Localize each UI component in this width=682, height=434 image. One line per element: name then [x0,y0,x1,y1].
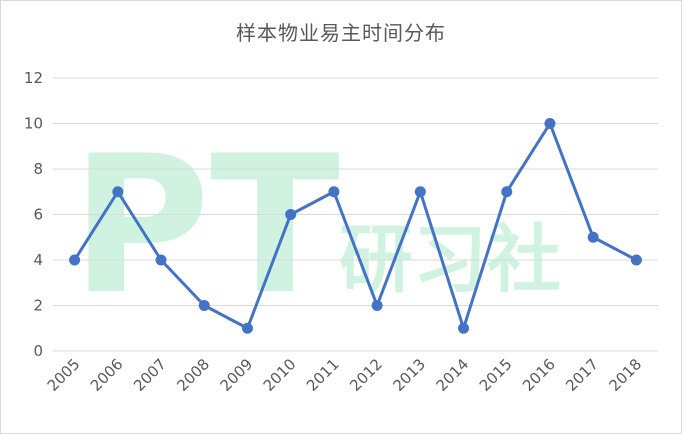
x-tick-label: 2008 [173,355,213,395]
x-tick-label: 2014 [433,355,473,395]
series-points [69,118,642,334]
x-tick-label: 2010 [260,355,300,395]
y-tick-label: 4 [33,251,43,269]
watermark-latin: PT [71,115,340,336]
series-polyline [73,122,638,330]
data-point-2008 [198,300,210,311]
data-point-2012 [371,300,383,311]
x-tick-label: 2017 [562,355,602,395]
data-point-2006 [112,186,124,198]
x-tick-label: 2009 [217,355,257,395]
x-tick-label: 2007 [130,355,170,395]
x-axis: 2005 2006 2007 2008 2009 2010 2011 2012 2013 2014… [44,355,646,395]
data-point-2017 [587,231,599,243]
data-point-2011 [328,186,340,198]
data-point-2013 [414,186,426,198]
data-point-2009 [241,322,253,334]
x-tick-label: 2015 [476,355,516,395]
x-tick-label: 2006 [87,355,127,395]
y-tick-label: 2 [33,297,43,315]
series-line [73,122,638,330]
data-point-2018 [630,254,642,266]
x-tick-label: 2005 [44,355,84,395]
y-tick-label: 0 [33,342,43,360]
x-tick-label: 2016 [519,355,559,395]
chart-title: 样本物业易主时间分布 [236,21,446,45]
data-point-2010 [285,209,297,220]
y-tick-label: 6 [33,206,43,224]
x-tick-label: 2012 [346,355,386,395]
data-point-2016 [544,118,556,129]
x-tick-label: 2013 [389,355,429,395]
data-point-2014 [458,322,470,334]
data-point-2015 [501,186,513,198]
y-tick-label: 10 [24,115,43,133]
y-tick-label: 12 [24,69,43,87]
x-tick-label: 2018 [605,355,645,395]
y-axis: 0 2 4 6 8 10 12 [24,69,43,360]
x-tick-label: 2011 [303,355,343,395]
y-tick-label: 8 [33,160,43,178]
watermark: PT 研习社 [71,115,561,336]
data-point-2007 [155,254,167,266]
gridlines [53,77,658,352]
data-point-2005 [69,254,81,266]
